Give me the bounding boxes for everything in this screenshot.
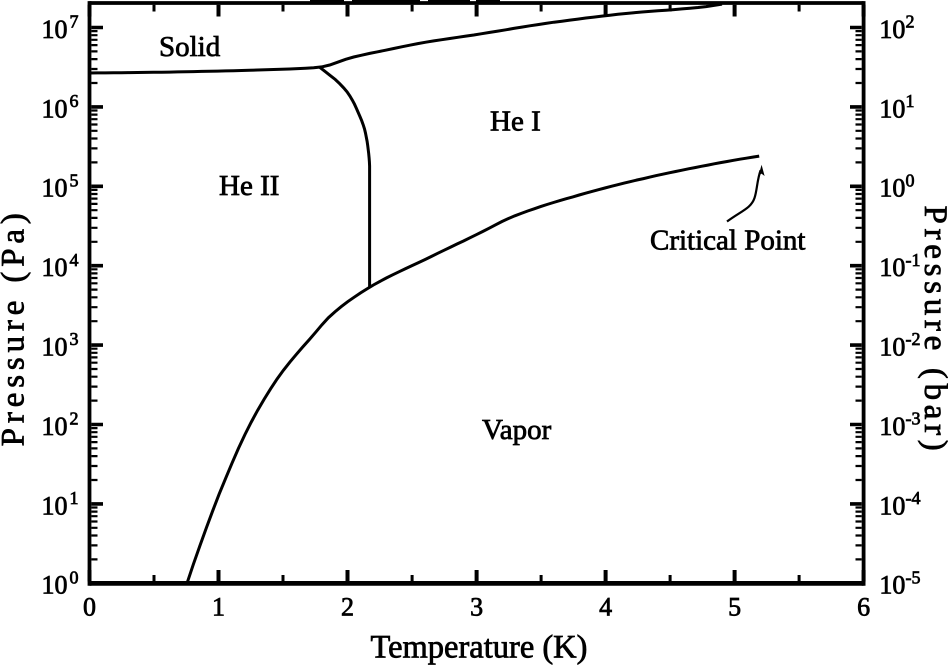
svg-text:-3: -3 [906, 409, 921, 429]
svg-text:4: 4 [599, 593, 612, 622]
svg-text:10: 10 [879, 174, 905, 203]
svg-text:10: 10 [42, 174, 68, 203]
svg-text:Vapor: Vapor [482, 414, 552, 446]
svg-text:10: 10 [879, 94, 905, 123]
svg-text:0: 0 [70, 567, 79, 587]
svg-text:3: 3 [470, 593, 483, 622]
svg-text:5: 5 [70, 170, 79, 190]
svg-text:-1: -1 [906, 250, 921, 270]
svg-text:-4: -4 [906, 488, 921, 508]
svg-text:He II: He II [219, 170, 279, 202]
svg-text:2: 2 [341, 593, 354, 622]
svg-text:Critical Point: Critical Point [650, 225, 805, 257]
svg-text:1: 1 [212, 593, 225, 622]
svg-text:10: 10 [42, 253, 68, 282]
svg-text:10: 10 [42, 491, 68, 520]
svg-text:3: 3 [70, 329, 79, 349]
svg-text:10: 10 [42, 15, 68, 44]
svg-text:Temperature (K): Temperature (K) [371, 630, 588, 665]
svg-text:10: 10 [879, 333, 905, 362]
svg-text:10: 10 [42, 412, 68, 441]
svg-text:4: 4 [70, 250, 79, 270]
svg-text:10: 10 [42, 571, 68, 600]
svg-text:10: 10 [42, 94, 68, 123]
svg-text:6: 6 [857, 593, 870, 622]
svg-text:Solid: Solid [159, 31, 221, 63]
svg-text:Pressure (Pa): Pressure (Pa) [0, 208, 32, 446]
svg-text:10: 10 [879, 571, 905, 600]
svg-text:7: 7 [70, 12, 79, 32]
svg-text:10: 10 [42, 333, 68, 362]
svg-text:He I: He I [490, 105, 541, 137]
svg-text:2: 2 [906, 12, 915, 32]
svg-text:2: 2 [70, 409, 79, 429]
svg-text:5: 5 [728, 593, 741, 622]
svg-text:-5: -5 [906, 567, 921, 587]
svg-text:10: 10 [879, 491, 905, 520]
svg-text:-2: -2 [906, 329, 921, 349]
svg-text:1: 1 [906, 91, 915, 111]
svg-text:10: 10 [879, 253, 905, 282]
svg-text:1: 1 [70, 488, 79, 508]
svg-text:0: 0 [83, 593, 96, 622]
svg-text:10: 10 [879, 15, 905, 44]
svg-text:10: 10 [879, 412, 905, 441]
svg-text:0: 0 [906, 170, 915, 190]
svg-text:Pressure (bar): Pressure (bar) [917, 206, 948, 456]
svg-text:6: 6 [70, 91, 79, 111]
